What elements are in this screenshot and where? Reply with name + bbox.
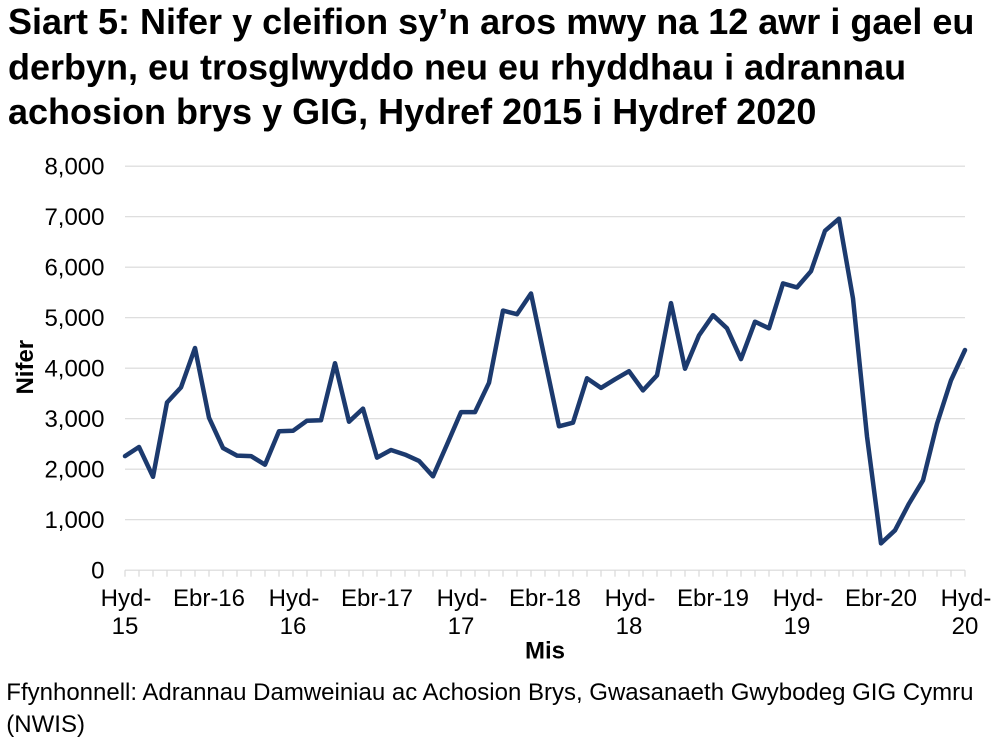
svg-text:Hyd-: Hyd-	[605, 585, 656, 612]
svg-text:16: 16	[280, 613, 307, 640]
svg-text:17: 17	[448, 613, 475, 640]
svg-text:Ebr-16: Ebr-16	[173, 585, 245, 612]
svg-text:4,000: 4,000	[44, 355, 104, 382]
svg-text:7,000: 7,000	[44, 204, 104, 231]
svg-text:5,000: 5,000	[44, 305, 104, 332]
svg-text:achosion brys y GIG, Hydref 20: achosion brys y GIG, Hydref 2015 i Hydre…	[8, 91, 816, 132]
svg-text:2,000: 2,000	[44, 456, 104, 483]
svg-text:Hyd-: Hyd-	[101, 585, 152, 612]
svg-text:15: 15	[112, 613, 139, 640]
svg-text:(NWIS): (NWIS)	[6, 711, 85, 738]
svg-text:1,000: 1,000	[44, 507, 104, 534]
svg-text:Nifer: Nifer	[12, 340, 39, 395]
svg-text:19: 19	[784, 613, 811, 640]
svg-text:Siart 5: Nifer y cleifion sy’n: Siart 5: Nifer y cleifion sy’n aros mwy …	[8, 1, 974, 42]
svg-text:Hyd-: Hyd-	[269, 585, 320, 612]
svg-text:8,000: 8,000	[44, 153, 104, 180]
svg-text:Hyd-: Hyd-	[773, 585, 824, 612]
svg-text:derbyn, eu trosglwyddo neu eu: derbyn, eu trosglwyddo neu eu rhyddhau i…	[8, 47, 906, 88]
svg-text:0: 0	[91, 557, 104, 584]
svg-text:3,000: 3,000	[44, 406, 104, 433]
svg-text:6,000: 6,000	[44, 254, 104, 281]
svg-text:Mis: Mis	[525, 637, 565, 664]
svg-text:Ebr-17: Ebr-17	[341, 585, 413, 612]
svg-text:Ffynhonnell: Adrannau Damweini: Ffynhonnell: Adrannau Damweiniau ac Acho…	[6, 679, 973, 706]
svg-text:Ebr-20: Ebr-20	[845, 585, 917, 612]
svg-text:Ebr-19: Ebr-19	[677, 585, 749, 612]
svg-text:Ebr-18: Ebr-18	[509, 585, 581, 612]
svg-text:Hyd-: Hyd-	[941, 585, 992, 612]
svg-text:20: 20	[952, 613, 979, 640]
svg-text:18: 18	[616, 613, 643, 640]
svg-text:Hyd-: Hyd-	[437, 585, 488, 612]
